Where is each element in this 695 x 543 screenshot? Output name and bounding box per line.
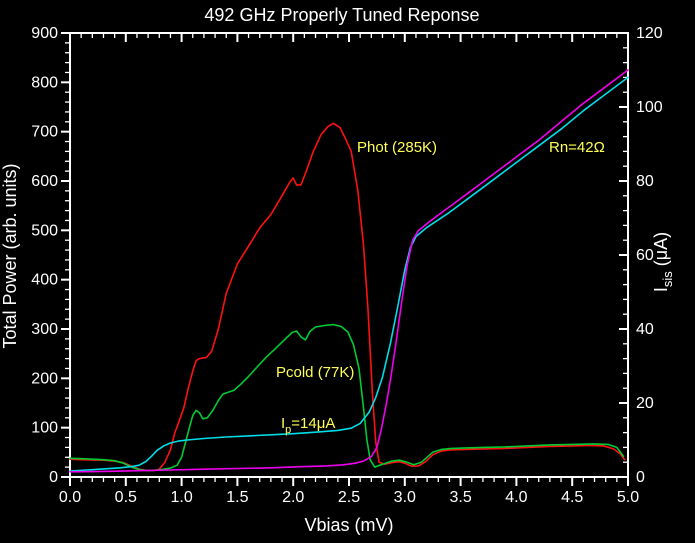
curve-group <box>69 69 629 473</box>
y-right-tick-label: 100 <box>636 99 663 116</box>
y-left-tick-label: 800 <box>31 74 58 91</box>
x-tick-label: 0.0 <box>59 489 81 506</box>
pcold-77k--curve <box>69 323 625 472</box>
phot-curve-label: Phot (285K) <box>357 139 437 156</box>
tick-group <box>61 32 629 486</box>
x-tick-label: 4.5 <box>561 489 583 506</box>
x-tick-label: 1.5 <box>226 489 248 506</box>
y-right-tick-label: 120 <box>636 25 663 42</box>
ip-annotation-label: Ip=14μA <box>281 415 335 436</box>
y-left-tick-label: 600 <box>31 173 58 190</box>
y-left-tick-label: 400 <box>31 272 58 289</box>
phot-285k--curve <box>69 122 626 472</box>
x-tick-label: 2.0 <box>282 489 304 506</box>
y-left-tick-label: 500 <box>31 222 58 239</box>
y-right-tick-label: 0 <box>636 469 645 486</box>
y-left-tick-label: 200 <box>31 370 58 387</box>
x-tick-label: 1.0 <box>170 489 192 506</box>
y-left-tick-label: 300 <box>31 321 58 338</box>
y-left-tick-label: 900 <box>31 25 58 42</box>
tick-label-group: 0.0 0.5 1.0 1.5 2.0 2.5 3.0 3.5 4.0 4.5 5.00100200… <box>31 25 663 506</box>
rn-annotation-label: Rn=42Ω <box>549 139 605 156</box>
y-right-tick-label: 80 <box>636 173 654 190</box>
x-tick-label: 0.5 <box>115 489 137 506</box>
x-tick-label: 2.5 <box>338 489 360 506</box>
pcold-curve-label: Pcold (77K) <box>276 364 354 381</box>
x-axis-label: Vbias (mV) <box>304 515 393 535</box>
y-left-axis-label: Total Power (arb. units) <box>0 163 20 348</box>
y-right-tick-label: 40 <box>636 321 654 338</box>
unpumped-iv-rn-42ohm--curve <box>69 69 629 473</box>
axis-frame-group <box>69 32 629 478</box>
plot-frame <box>69 32 629 478</box>
y-right-tick-label: 20 <box>636 395 654 412</box>
x-tick-label: 3.0 <box>394 489 416 506</box>
x-tick-label: 4.0 <box>505 489 527 506</box>
x-tick-label: 5.0 <box>617 489 639 506</box>
y-right-tick-label: 60 <box>636 247 654 264</box>
pumped-iv-ip-14ua--curve <box>69 76 629 472</box>
y-left-tick-label: 0 <box>49 469 58 486</box>
x-tick-label: 3.5 <box>449 489 471 506</box>
y-left-tick-label: 100 <box>31 420 58 437</box>
chart-title: 492 GHz Properly Tuned Reponse <box>204 5 479 25</box>
y-left-tick-label: 700 <box>31 124 58 141</box>
y-right-axis-label: Isis (μA) <box>651 232 675 292</box>
